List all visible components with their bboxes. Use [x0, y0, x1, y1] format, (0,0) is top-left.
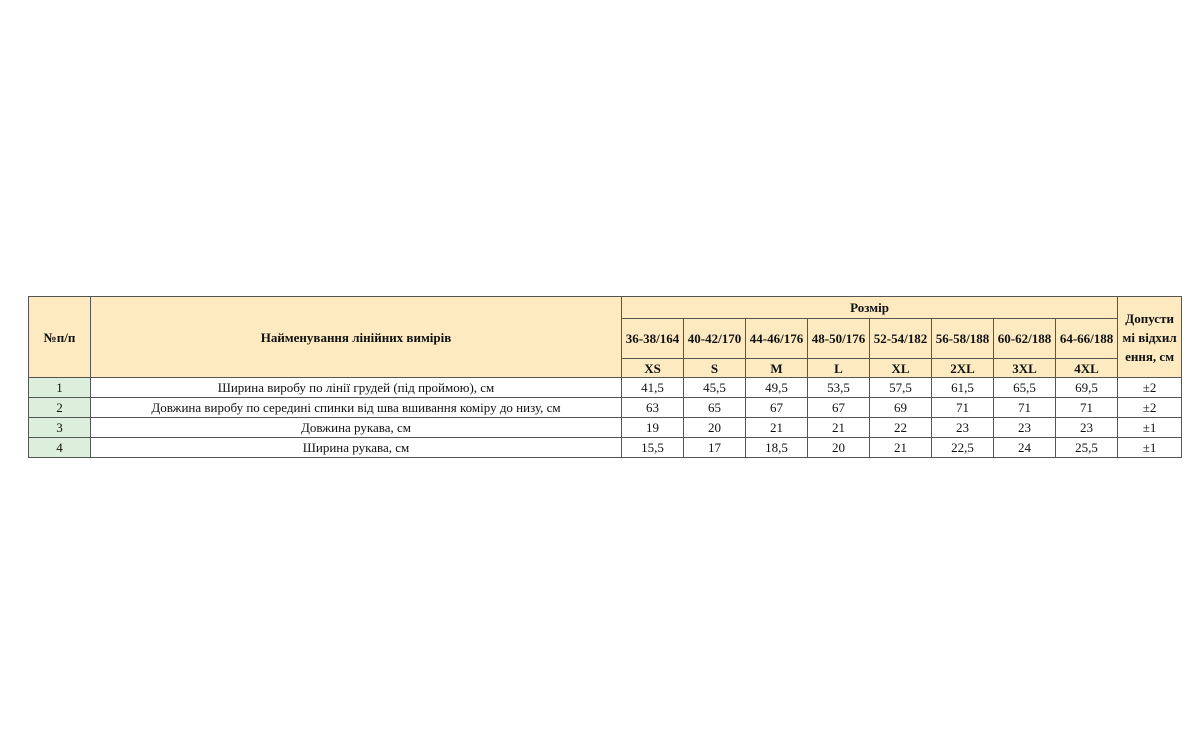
header-size-range: 60-62/188: [993, 318, 1056, 359]
size-value: 25,5: [1054, 437, 1119, 458]
size-value: 21: [869, 437, 932, 458]
row-number: 3: [28, 417, 91, 438]
size-value: 69: [869, 397, 932, 418]
header-size-label: M: [745, 358, 808, 378]
header-size-label: S: [683, 358, 746, 378]
size-value: 53,5: [807, 377, 870, 398]
header-size-label: XS: [621, 358, 684, 378]
size-value: 23: [931, 417, 994, 438]
size-value: 45,5: [683, 377, 746, 398]
header-size-label: 4XL: [1054, 358, 1119, 378]
size-value: 23: [993, 417, 1056, 438]
size-value: 65: [683, 397, 746, 418]
header-tolerance: Допустимі відхилення, см: [1117, 296, 1183, 378]
size-value: 20: [807, 437, 870, 458]
measurement-name: Довжина виробу по середині спинки від шв…: [90, 397, 622, 418]
measurement-name: Ширина виробу по лінії грудей (під пройм…: [90, 377, 622, 398]
header-num: №п/п: [28, 296, 91, 378]
header-name: Найменування лінійних вимірів: [90, 296, 622, 378]
table-row: 4 Ширина рукава, см 15,5 17 18,5 20 21 22,5 24 25…: [28, 437, 1183, 458]
header-size-range: 40-42/170: [683, 318, 746, 359]
size-value: 57,5: [869, 377, 932, 398]
header-size-range: 64-66/188: [1054, 318, 1119, 359]
size-value: 67: [807, 397, 870, 418]
measurement-name: Ширина рукава, см: [90, 437, 622, 458]
tolerance-value: ±2: [1117, 397, 1183, 418]
size-value: 67: [745, 397, 808, 418]
row-number: 2: [28, 397, 91, 418]
size-value: 18,5: [745, 437, 808, 458]
header-size-range: 52-54/182: [869, 318, 932, 359]
header-size-group: Розмір: [620, 296, 1119, 319]
header-size-label: L: [807, 358, 870, 378]
table-row: 3 Довжина рукава, см 19 20 21 21 22 23 23 23 ±1: [28, 417, 1183, 438]
row-number: 4: [28, 437, 91, 458]
size-value: 23: [1054, 417, 1119, 438]
tolerance-value: ±2: [1117, 377, 1183, 398]
header-size-range: 56-58/188: [931, 318, 994, 359]
size-value: 65,5: [993, 377, 1056, 398]
size-value: 49,5: [745, 377, 808, 398]
measurement-name: Довжина рукава, см: [90, 417, 622, 438]
tolerance-value: ±1: [1117, 437, 1183, 458]
size-value: 63: [621, 397, 684, 418]
header-size-label: 3XL: [993, 358, 1056, 378]
size-value: 15,5: [621, 437, 684, 458]
size-value: 22,5: [931, 437, 994, 458]
header-size-range: 36-38/164: [621, 318, 684, 359]
size-value: 61,5: [931, 377, 994, 398]
size-value: 17: [683, 437, 746, 458]
table-row: 2 Довжина виробу по середині спинки від ш…: [28, 397, 1183, 418]
size-value: 69,5: [1054, 377, 1119, 398]
size-value: 22: [869, 417, 932, 438]
size-value: 71: [993, 397, 1056, 418]
size-chart-table: №п/п Найменування лінійних вимірів Розмі…: [28, 296, 1183, 458]
size-value: 21: [807, 417, 870, 438]
size-value: 71: [931, 397, 994, 418]
size-value: 41,5: [621, 377, 684, 398]
tolerance-value: ±1: [1117, 417, 1183, 438]
header-size-label: 2XL: [931, 358, 994, 378]
table-row: 1 Ширина виробу по лінії грудей (під прой…: [28, 377, 1183, 398]
header-size-range: 48-50/176: [807, 318, 870, 359]
size-value: 71: [1054, 397, 1119, 418]
row-number: 1: [28, 377, 91, 398]
size-value: 20: [683, 417, 746, 438]
header-size-label: XL: [869, 358, 932, 378]
size-value: 21: [745, 417, 808, 438]
header-size-range: 44-46/176: [745, 318, 808, 359]
size-value: 19: [621, 417, 684, 438]
size-value: 24: [993, 437, 1056, 458]
